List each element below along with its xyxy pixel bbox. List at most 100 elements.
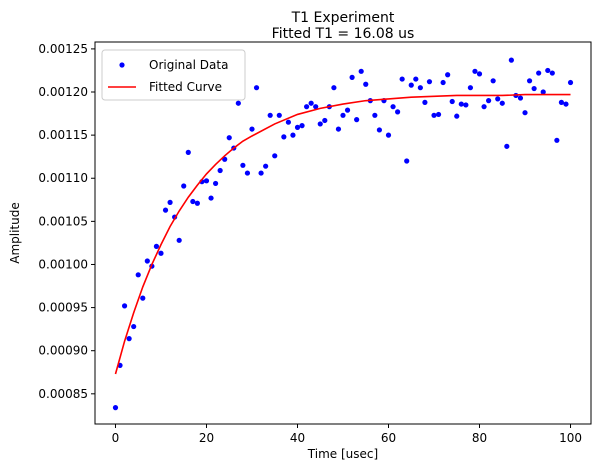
data-point bbox=[417, 85, 423, 91]
legend-marker-original-data bbox=[119, 62, 125, 68]
data-point bbox=[499, 100, 505, 106]
data-point bbox=[285, 119, 291, 125]
data-point bbox=[249, 126, 255, 132]
plot-frame bbox=[94, 41, 592, 425]
data-point bbox=[299, 123, 305, 129]
data-point bbox=[226, 135, 232, 141]
data-point bbox=[440, 79, 446, 86]
data-point bbox=[558, 99, 565, 105]
data-point bbox=[467, 85, 474, 91]
data-point bbox=[190, 198, 196, 205]
data-point bbox=[121, 303, 128, 309]
legend-label-original-data: Original Data bbox=[149, 58, 228, 72]
data-point bbox=[408, 82, 414, 88]
data-point bbox=[549, 70, 555, 76]
data-point bbox=[322, 117, 328, 124]
legend: Original Data Fitted Curve bbox=[101, 49, 246, 101]
data-point bbox=[281, 134, 287, 140]
data-point bbox=[290, 132, 296, 138]
data-point bbox=[486, 98, 492, 104]
data-point bbox=[372, 112, 378, 118]
data-point bbox=[235, 100, 241, 106]
data-point bbox=[349, 74, 355, 80]
data-point bbox=[144, 258, 150, 264]
data-point bbox=[358, 68, 364, 74]
data-point bbox=[517, 95, 524, 101]
data-point bbox=[454, 113, 460, 119]
data-point bbox=[158, 250, 164, 256]
data-point bbox=[390, 104, 396, 110]
data-point bbox=[463, 102, 469, 108]
y-tick-label: 0.00115 bbox=[38, 128, 88, 142]
y-tick-label: 0.00110 bbox=[38, 171, 88, 185]
y-tick-label: 0.00105 bbox=[38, 214, 88, 228]
x-tick-label: 100 bbox=[559, 431, 582, 445]
data-point bbox=[508, 57, 514, 63]
chart-title: T1 Experiment bbox=[291, 10, 395, 26]
data-point bbox=[335, 126, 342, 132]
data-point bbox=[399, 76, 405, 82]
y-axis-label: Amplitude bbox=[8, 202, 22, 264]
data-point bbox=[354, 117, 360, 123]
data-point bbox=[481, 104, 487, 110]
y-tick-label: 0.00125 bbox=[38, 42, 88, 56]
data-point bbox=[162, 207, 169, 213]
data-point bbox=[504, 143, 510, 149]
data-point bbox=[426, 79, 433, 85]
data-point bbox=[276, 112, 282, 118]
data-point bbox=[449, 98, 455, 105]
data-point bbox=[126, 336, 132, 342]
x-tick-label: 80 bbox=[472, 431, 487, 445]
data-point bbox=[244, 170, 251, 176]
data-point bbox=[194, 200, 200, 206]
y-tick-label: 0.00085 bbox=[38, 387, 88, 401]
y-axis: 0.00085 0.00090 0.00095 0.00100 0.00105 0.001… bbox=[38, 42, 95, 401]
y-tick-label: 0.00120 bbox=[38, 85, 88, 99]
data-point bbox=[203, 178, 210, 184]
data-point bbox=[540, 89, 546, 95]
data-point bbox=[267, 112, 273, 118]
data-point bbox=[185, 149, 191, 155]
fitted-curve-line bbox=[114, 93, 571, 375]
data-point bbox=[545, 67, 551, 74]
plot-area bbox=[112, 57, 574, 411]
data-point bbox=[135, 272, 141, 278]
data-point bbox=[140, 295, 146, 301]
data-point bbox=[258, 170, 264, 176]
data-point bbox=[376, 127, 382, 133]
data-point bbox=[167, 199, 173, 205]
data-point bbox=[317, 121, 323, 127]
data-point bbox=[458, 101, 464, 107]
data-point bbox=[272, 153, 278, 159]
legend-box bbox=[101, 49, 246, 101]
y-tick-label: 0.00100 bbox=[38, 257, 88, 271]
data-point bbox=[344, 107, 351, 113]
data-point bbox=[435, 111, 442, 118]
legend-label-fitted-curve: Fitted Curve bbox=[149, 80, 222, 94]
data-point bbox=[217, 167, 223, 174]
data-point bbox=[404, 158, 410, 164]
data-point bbox=[153, 243, 160, 249]
x-axis-label: Time [usec] bbox=[307, 447, 378, 461]
data-point bbox=[431, 112, 437, 118]
data-point bbox=[181, 183, 187, 189]
data-point bbox=[531, 85, 537, 92]
data-point bbox=[385, 132, 392, 138]
data-point bbox=[240, 162, 246, 168]
data-point bbox=[495, 96, 501, 102]
data-point bbox=[476, 71, 483, 77]
data-point bbox=[212, 180, 219, 187]
data-point bbox=[363, 81, 369, 87]
x-tick-label: 0 bbox=[112, 431, 120, 445]
data-point bbox=[526, 78, 533, 84]
x-axis: 0 20 40 60 80 100 bbox=[112, 424, 582, 445]
data-point bbox=[131, 323, 137, 330]
data-point bbox=[554, 137, 560, 143]
data-point bbox=[340, 112, 346, 118]
data-point bbox=[263, 163, 269, 169]
data-point bbox=[308, 100, 314, 106]
x-tick-label: 40 bbox=[290, 431, 305, 445]
data-point bbox=[253, 85, 260, 91]
x-tick-label: 60 bbox=[381, 431, 396, 445]
